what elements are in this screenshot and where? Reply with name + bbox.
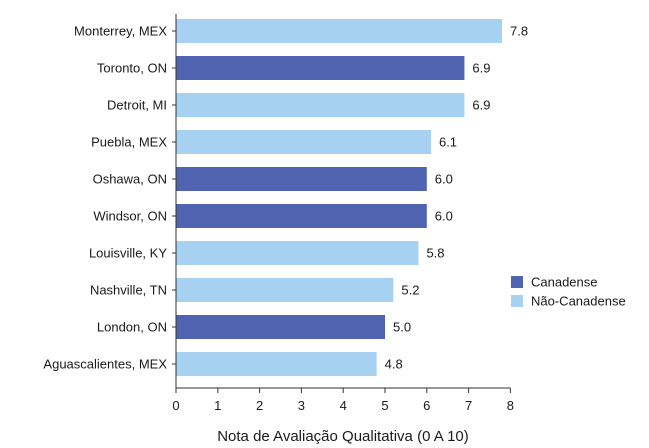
data-label: 6.0: [435, 209, 453, 224]
bar: [176, 204, 427, 228]
data-label: 5.8: [426, 246, 444, 261]
x-tick-label: 5: [381, 398, 388, 413]
category-label: Louisville, KY: [89, 246, 167, 261]
data-label: 4.8: [385, 357, 403, 372]
category-label: Monterrey, MEX: [74, 24, 167, 39]
bar: [176, 130, 431, 154]
bars-layer: Monterrey, MEX 7.8 Toronto, ON 6.9 Detroit, …: [43, 19, 528, 376]
category-label: Detroit, MI: [107, 98, 167, 113]
bar: [176, 19, 503, 43]
bar: [176, 167, 427, 191]
category-label: Aguascalientes, MEX: [43, 357, 167, 372]
data-label: 5.0: [393, 320, 411, 335]
data-label: 5.2: [401, 283, 419, 298]
legend-swatch: [511, 276, 523, 288]
legend-label: Canadense: [531, 275, 598, 290]
bar: [176, 93, 465, 117]
data-label: 7.8: [510, 24, 528, 39]
category-label: Nashville, TN: [90, 283, 167, 298]
category-label: Puebla, MEX: [91, 135, 167, 150]
bar: [176, 56, 465, 80]
category-label: Windsor, ON: [93, 209, 167, 224]
data-label: 6.1: [439, 135, 457, 150]
x-axis-title: Nota de Avaliação Qualitativa (0 A 10): [217, 428, 469, 445]
bar: [176, 278, 394, 302]
category-label: Toronto, ON: [97, 61, 167, 76]
x-tick-label: 6: [423, 398, 430, 413]
category-label: Oshawa, ON: [93, 172, 167, 187]
x-tick-label: 3: [298, 398, 305, 413]
x-tick-label: 0: [172, 398, 179, 413]
x-tick-label: 2: [256, 398, 263, 413]
data-label: 6.9: [472, 61, 490, 76]
data-label: 6.9: [472, 98, 490, 113]
x-tick-label: 7: [465, 398, 472, 413]
x-tick-label: 1: [214, 398, 221, 413]
x-tick-label: 8: [507, 398, 514, 413]
x-tick-label: 4: [340, 398, 347, 413]
data-label: 6.0: [435, 172, 453, 187]
axis-layer: 0 1 2 3 4 5 6 7 8: [172, 14, 514, 413]
legend: Canadense Não-Canadense: [511, 275, 626, 309]
legend-label: Não-Canadense: [531, 294, 626, 309]
bar: [176, 241, 419, 265]
bar: [176, 352, 377, 376]
legend-swatch: [511, 295, 523, 307]
category-label: London, ON: [97, 320, 167, 335]
bar: [176, 315, 385, 339]
